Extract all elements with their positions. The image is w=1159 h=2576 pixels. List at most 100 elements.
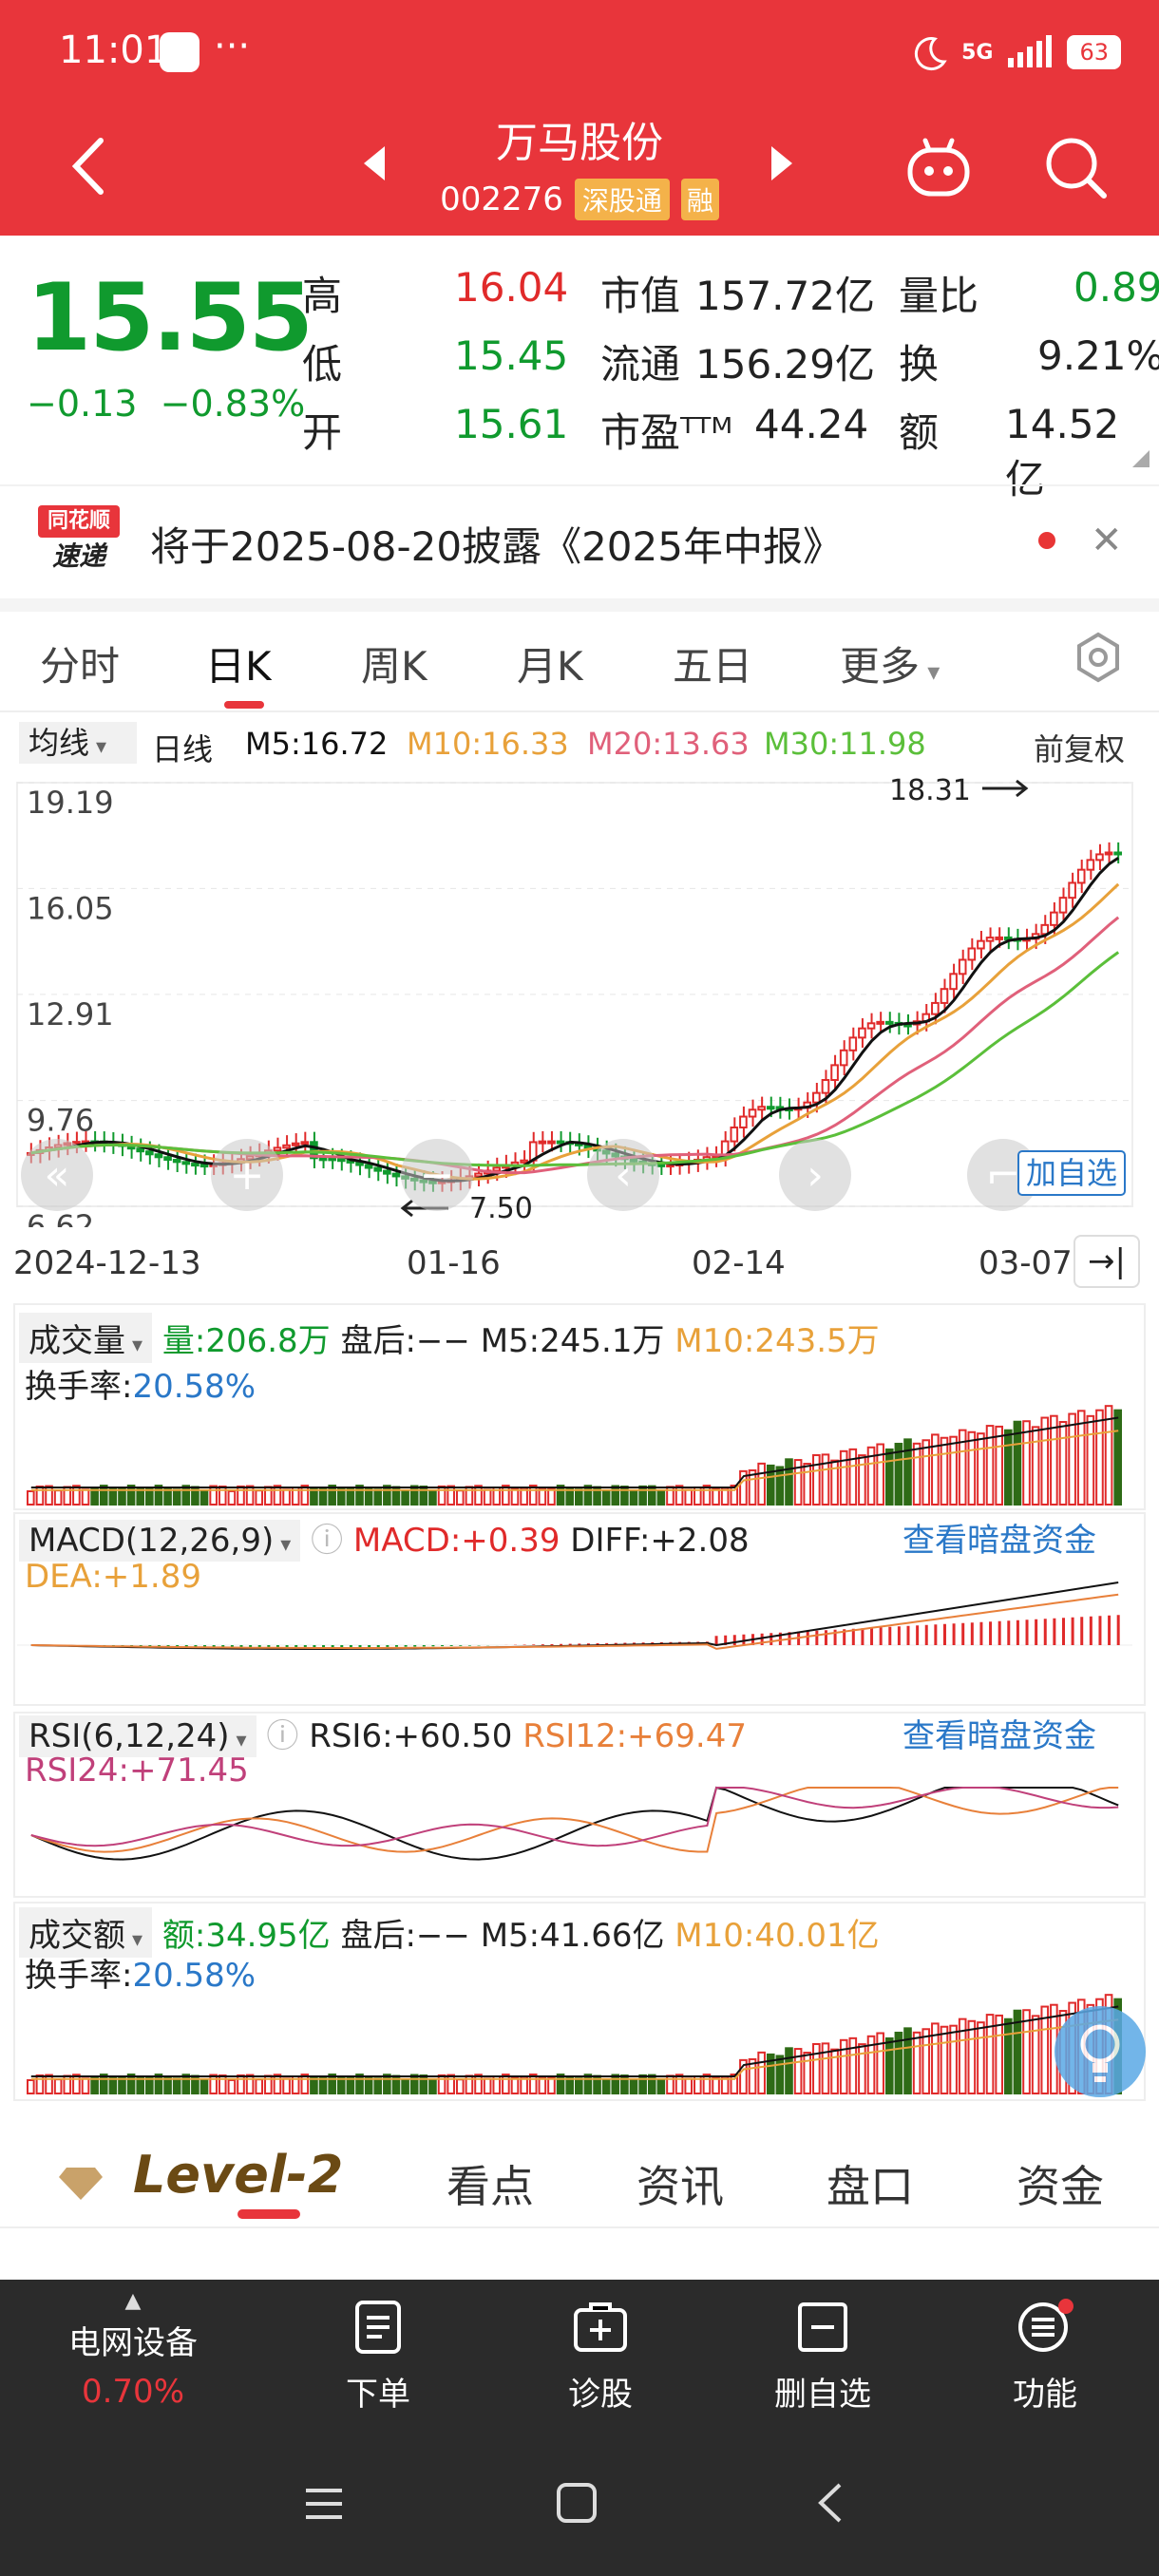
volume-selector[interactable]: 成交量 ▾ — [19, 1313, 153, 1363]
tip-bulb-icon[interactable] — [1054, 2006, 1146, 2097]
tab-weekly-k[interactable]: 周K — [361, 643, 428, 690]
amount-selector[interactable]: 成交额 ▾ — [19, 1907, 153, 1958]
battery-icon: 63 — [1067, 35, 1121, 69]
detail-tabs: Level-2 看点 资讯 盘口 资金 — [0, 2116, 1159, 2230]
dark-pool-link[interactable]: 查看暗盘资金 — [902, 1522, 1096, 1560]
amount-bar — [446, 2074, 455, 2095]
open-label: 开 — [302, 409, 343, 456]
amount-bar — [803, 2052, 812, 2094]
tab-daily-k[interactable]: 日K — [205, 643, 272, 690]
help-icon[interactable]: ⓘ — [266, 1717, 299, 1755]
settings-icon[interactable] — [1072, 631, 1125, 684]
amount-bar — [583, 2074, 593, 2094]
volume-bar — [45, 1485, 53, 1506]
notice-banner[interactable]: 同花顺 速递 将于2025-08-20披露《2025年中报》 — [0, 484, 1159, 595]
search-icon[interactable] — [1041, 133, 1110, 201]
tab-level2[interactable]: Level-2 — [133, 2145, 344, 2205]
volume-bar — [218, 1485, 227, 1506]
candle — [940, 988, 949, 1004]
ma-selector[interactable]: 均线 ▾ — [19, 722, 137, 764]
amount-bar-ma5 — [30, 2005, 1119, 2077]
back-icon[interactable] — [63, 133, 120, 199]
diagnose-button[interactable]: 诊股 — [515, 2299, 686, 2415]
volume-bar — [712, 1487, 720, 1506]
robot-icon[interactable] — [902, 133, 975, 201]
jump-latest-icon[interactable]: →| — [1074, 1235, 1140, 1288]
amount-bar — [1031, 2015, 1040, 2094]
amount-bar — [638, 2074, 647, 2095]
tab-highlights[interactable]: 看点 — [446, 2161, 534, 2212]
amount-bar — [409, 2074, 419, 2094]
y-tick-label: 6.62 — [27, 1208, 94, 1227]
candle — [1050, 911, 1058, 926]
rsi-panel — [13, 1712, 1146, 1898]
tab-monthly-k[interactable]: 月K — [517, 643, 583, 690]
home-icon[interactable] — [555, 2481, 598, 2525]
volume-bar — [858, 1454, 866, 1506]
chart-area: 19.19 16.05 12.91 9.76 6.62 18.31 7.50 « + − ‹ › ⌐ 加自… — [0, 771, 1159, 2101]
volume-bar — [812, 1453, 821, 1506]
candle — [1104, 851, 1113, 856]
tab-more[interactable]: 更多 ▾ — [840, 643, 940, 690]
remove-watch-label: 删自选 — [774, 2376, 871, 2414]
back-nav-icon[interactable] — [811, 2481, 849, 2525]
prev-stock-icon[interactable] — [364, 146, 385, 180]
tab-intraday[interactable]: 分时 — [40, 643, 121, 690]
volume-bar — [884, 1448, 894, 1506]
amount-value: 14.52亿 — [1005, 401, 1120, 502]
amount-bar — [821, 2042, 830, 2094]
volume-bar-ma10 — [30, 1430, 1119, 1491]
recent-apps-icon[interactable] — [302, 2483, 346, 2525]
candle — [1086, 859, 1095, 871]
tab-orderbook[interactable]: 盘口 — [826, 2161, 914, 2212]
volume-bar — [273, 1485, 282, 1506]
amount-after: 盘后:−− M5:41.66亿 — [340, 1917, 665, 1955]
volume-bar — [446, 1485, 455, 1506]
expand-corner-icon[interactable] — [1132, 450, 1150, 467]
amount-bar — [145, 2076, 154, 2094]
level2-gem-icon — [59, 2168, 103, 2200]
kline-chart[interactable]: 19.19 16.05 12.91 9.76 6.62 18.31 7.50 « + − ‹ › ⌐ 加自… — [0, 771, 1159, 1227]
adjust-mode[interactable]: 前复权 — [1034, 731, 1126, 767]
order-button[interactable]: 下单 — [293, 2299, 464, 2415]
volume-bar — [995, 1425, 1003, 1506]
amount-bar — [601, 2077, 611, 2094]
volume-bar — [940, 1436, 949, 1506]
volume-bar — [53, 1489, 63, 1506]
macd-selector[interactable]: MACD(12,26,9) ▾ — [19, 1520, 301, 1562]
remove-watch-button[interactable]: 删自选 — [737, 2299, 908, 2415]
period-label: 日线 — [152, 731, 214, 767]
order-label: 下单 — [346, 2376, 410, 2414]
turnover-label: 换 — [899, 341, 940, 388]
candle — [474, 1172, 483, 1178]
rsi-selector[interactable]: RSI(6,12,24) ▾ — [19, 1715, 256, 1757]
sector-button[interactable]: ▲ 电网设备 0.70% — [48, 2289, 218, 2411]
volume-bar — [502, 1485, 510, 1506]
function-button[interactable]: 功能 — [960, 2299, 1130, 2415]
tab-five-day[interactable]: 五日 — [673, 643, 753, 690]
tab-capital[interactable]: 资金 — [1016, 2161, 1104, 2212]
amount-bar — [611, 2074, 620, 2094]
dark-pool-link-2[interactable]: 查看暗盘资金 — [902, 1717, 1096, 1755]
expand-icon-glyph: « — [45, 1151, 70, 1200]
close-icon[interactable]: ✕ — [1091, 519, 1123, 562]
sector-name: 电网设备 — [68, 2324, 198, 2362]
next-stock-icon[interactable] — [771, 146, 792, 180]
tab-news[interactable]: 资讯 — [636, 2161, 724, 2212]
diagnose-label: 诊股 — [568, 2376, 633, 2414]
help-icon[interactable]: ⓘ — [311, 1522, 344, 1560]
amount-bar — [510, 2076, 520, 2095]
candle — [858, 1027, 866, 1039]
volume-bar — [730, 1485, 739, 1506]
amount-bar — [903, 2027, 912, 2095]
ma30-line — [30, 951, 1120, 1167]
x-label-3: 02-14 — [692, 1244, 786, 1282]
x-label-start: 2024-12-13 — [13, 1244, 201, 1282]
float-label: 流通 — [600, 341, 681, 388]
pe-value: 44.24 — [754, 401, 869, 447]
change-pct: −0.83% — [160, 383, 306, 425]
amount-bar — [53, 2078, 63, 2095]
app-header: 11:01 ··· 5G 63 万马股份 002276 深股通 融 — [0, 0, 1159, 236]
amount-bar — [931, 2022, 940, 2095]
detail-tab-indicator — [238, 2209, 300, 2219]
